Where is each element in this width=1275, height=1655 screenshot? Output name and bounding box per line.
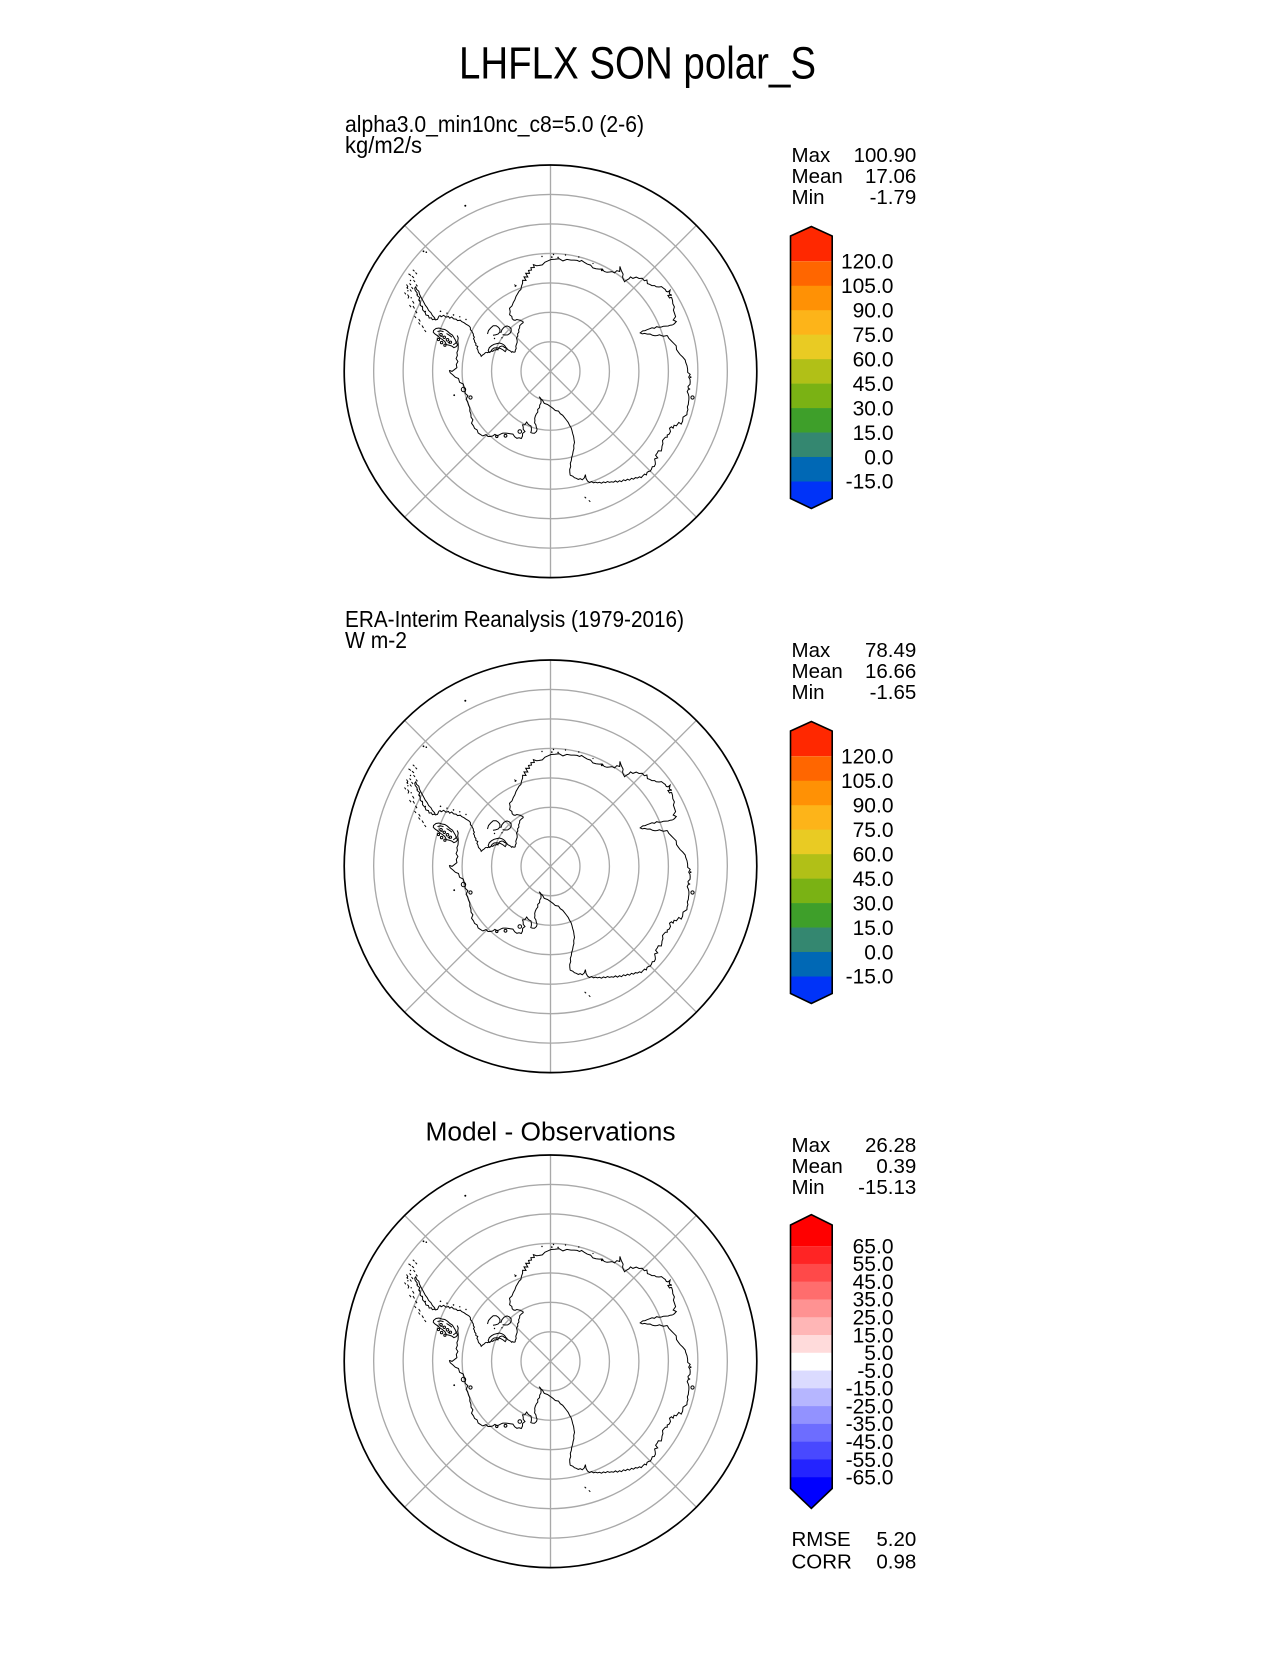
svg-text:105.0: 105.0 (841, 275, 894, 298)
svg-text:120.0: 120.0 (841, 746, 894, 769)
svg-text:60.0: 60.0 (853, 843, 894, 866)
svg-text:90.0: 90.0 (853, 795, 894, 818)
svg-text:120.0: 120.0 (841, 251, 894, 274)
svg-text:-55.0: -55.0 (846, 1449, 894, 1472)
svg-text:Min: Min (792, 1176, 825, 1199)
svg-text:0.98: 0.98 (876, 1550, 916, 1573)
svg-text:35.0: 35.0 (853, 1289, 894, 1312)
svg-text:-1.65: -1.65 (870, 681, 917, 704)
svg-text:Min: Min (792, 681, 825, 704)
svg-text:-65.0: -65.0 (846, 1467, 894, 1490)
svg-text:105.0: 105.0 (841, 770, 894, 793)
svg-text:Max: Max (792, 144, 831, 167)
svg-text:Mean: Mean (792, 165, 843, 188)
svg-text:-25.0: -25.0 (846, 1395, 894, 1418)
svg-text:60.0: 60.0 (853, 348, 894, 371)
svg-text:Mean: Mean (792, 1155, 843, 1178)
svg-text:Max: Max (792, 1134, 831, 1157)
svg-text:0.39: 0.39 (876, 1155, 916, 1178)
svg-text:45.0: 45.0 (853, 868, 894, 891)
svg-text:75.0: 75.0 (853, 324, 894, 347)
svg-text:Mean: Mean (792, 660, 843, 683)
svg-text:100.90: 100.90 (854, 144, 917, 167)
svg-text:-15.0: -15.0 (846, 471, 894, 494)
svg-text:Model - Observations: Model - Observations (426, 1119, 676, 1147)
svg-text:75.0: 75.0 (853, 819, 894, 842)
svg-text:0.0: 0.0 (864, 446, 893, 469)
svg-text:30.0: 30.0 (853, 892, 894, 915)
svg-text:15.0: 15.0 (853, 1324, 894, 1347)
svg-text:W m-2: W m-2 (345, 627, 407, 653)
svg-text:CORR: CORR (792, 1550, 852, 1573)
svg-text:15.0: 15.0 (853, 917, 894, 940)
svg-text:5.0: 5.0 (864, 1342, 893, 1365)
svg-text:15.0: 15.0 (853, 422, 894, 445)
svg-text:26.28: 26.28 (865, 1134, 916, 1157)
svg-text:-35.0: -35.0 (846, 1413, 894, 1436)
svg-text:kg/m2/s: kg/m2/s (345, 132, 422, 158)
svg-text:RMSE: RMSE (792, 1528, 851, 1551)
svg-text:30.0: 30.0 (853, 397, 894, 420)
svg-text:-1.79: -1.79 (870, 186, 917, 209)
svg-text:25.0: 25.0 (853, 1307, 894, 1330)
svg-text:78.49: 78.49 (865, 639, 916, 662)
svg-text:55.0: 55.0 (853, 1253, 894, 1276)
svg-text:45.0: 45.0 (853, 1271, 894, 1294)
svg-text:ERA-Interim Reanalysis (1979-2: ERA-Interim Reanalysis (1979-2016) (345, 606, 684, 632)
svg-text:65.0: 65.0 (853, 1235, 894, 1258)
svg-text:-15.13: -15.13 (858, 1176, 916, 1199)
svg-text:17.06: 17.06 (865, 165, 916, 188)
svg-text:45.0: 45.0 (853, 373, 894, 396)
svg-text:-15.0: -15.0 (846, 1378, 894, 1401)
svg-text:90.0: 90.0 (853, 300, 894, 323)
svg-text:Max: Max (792, 639, 831, 662)
svg-text:-5.0: -5.0 (857, 1360, 893, 1383)
svg-text:-45.0: -45.0 (846, 1431, 894, 1454)
svg-text:alpha3.0_min10nc_c8=5.0 (2-6): alpha3.0_min10nc_c8=5.0 (2-6) (345, 111, 644, 137)
svg-text:0.0: 0.0 (864, 941, 893, 964)
svg-text:LHFLX SON polar_S: LHFLX SON polar_S (459, 38, 816, 89)
svg-text:16.66: 16.66 (865, 660, 916, 683)
svg-text:-15.0: -15.0 (846, 966, 894, 989)
svg-text:Min: Min (792, 186, 825, 209)
svg-text:5.20: 5.20 (876, 1528, 916, 1551)
